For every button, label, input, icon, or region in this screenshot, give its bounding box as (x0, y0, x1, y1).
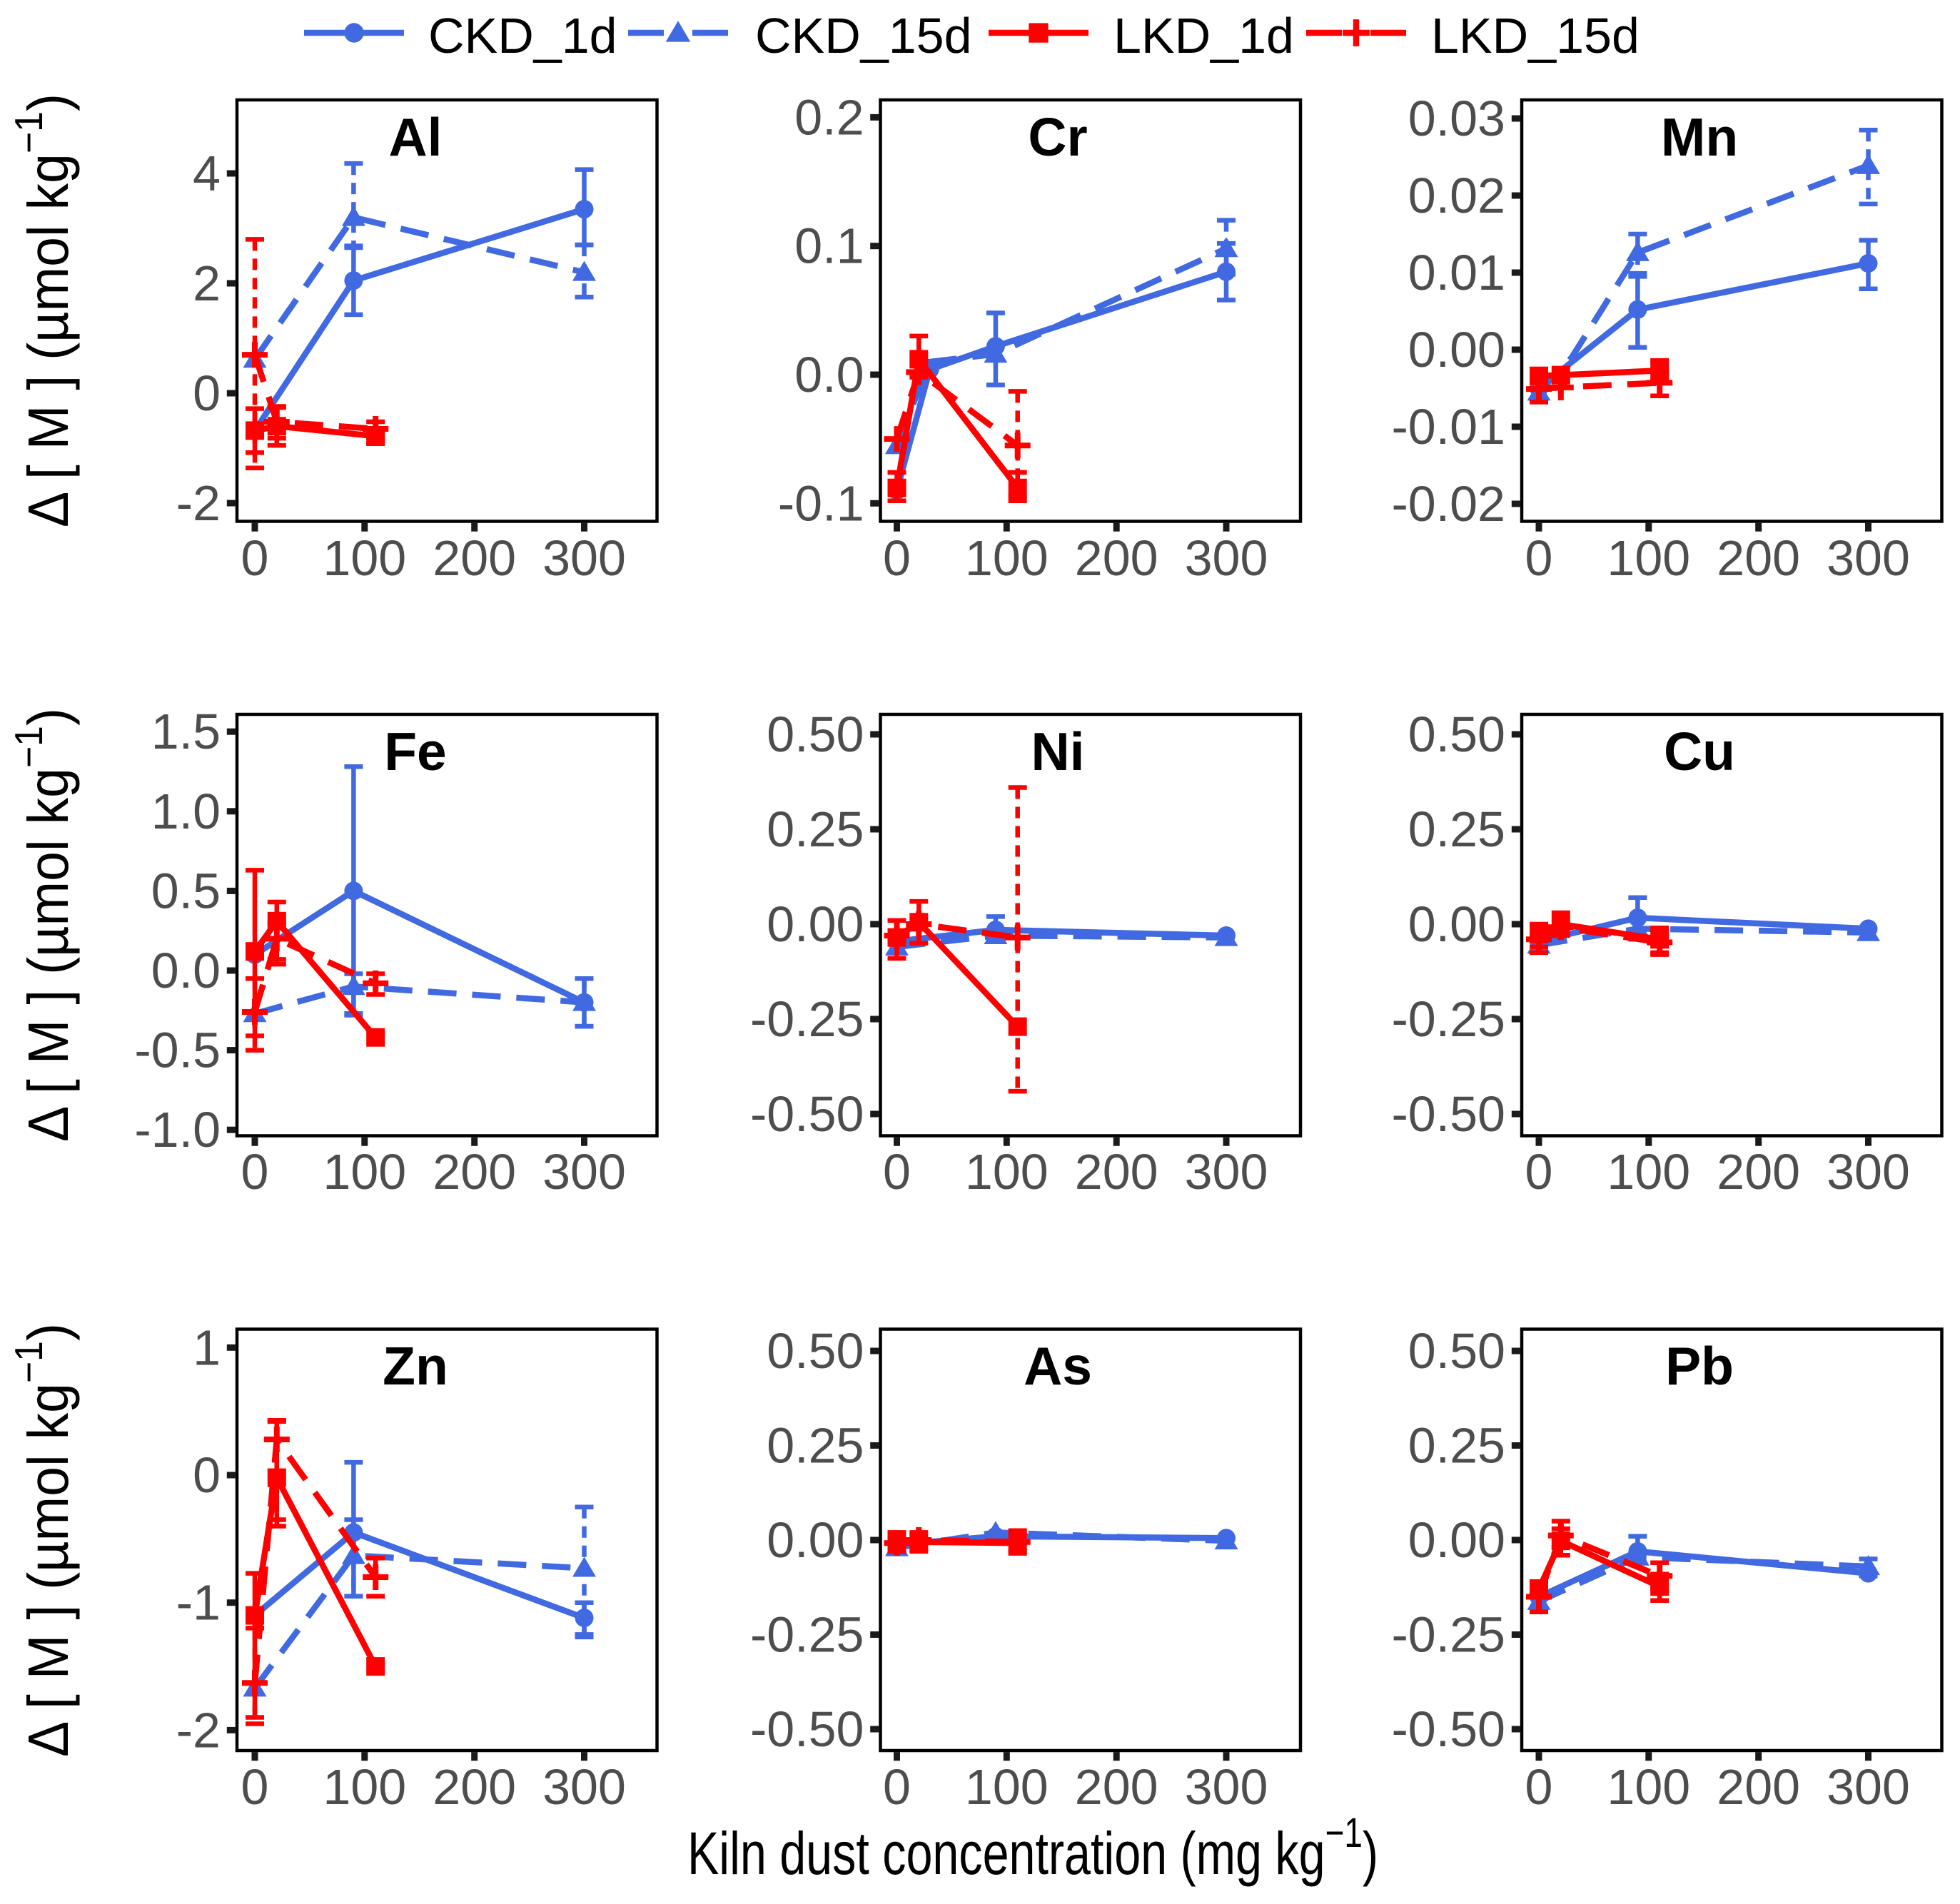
svg-text:0.5: 0.5 (151, 863, 221, 918)
svg-text:LKD_15d: LKD_15d (1431, 8, 1640, 64)
svg-text:Cr: Cr (1028, 107, 1087, 167)
svg-text:0: 0 (883, 1144, 911, 1200)
svg-text:300: 300 (1827, 1759, 1910, 1815)
svg-text:Zn: Zn (383, 1336, 448, 1396)
svg-text:-0.25: -0.25 (750, 991, 864, 1047)
svg-text:100: 100 (965, 1759, 1049, 1815)
svg-text:-0.50: -0.50 (750, 1701, 864, 1757)
svg-text:-0.5: -0.5 (134, 1023, 221, 1078)
svg-text:200: 200 (1717, 1759, 1800, 1815)
svg-text:0.00: 0.00 (767, 896, 864, 952)
svg-text:Kiln dust concentration (mg kg: Kiln dust concentration (mg kg−1) (687, 1810, 1378, 1887)
svg-text:Cu: Cu (1664, 721, 1735, 781)
svg-text:1.0: 1.0 (151, 784, 221, 839)
svg-text:0.01: 0.01 (1408, 245, 1505, 300)
svg-text:300: 300 (1827, 530, 1910, 586)
svg-text:-1: -1 (176, 1575, 221, 1631)
svg-text:0.0: 0.0 (151, 943, 221, 998)
svg-text:0.25: 0.25 (767, 1418, 864, 1474)
svg-text:Ni: Ni (1031, 721, 1085, 781)
svg-text:100: 100 (323, 1144, 406, 1200)
svg-text:-0.50: -0.50 (1391, 1701, 1505, 1757)
svg-text:0.00: 0.00 (767, 1512, 864, 1568)
svg-text:100: 100 (965, 1144, 1049, 1200)
svg-text:200: 200 (433, 530, 516, 586)
svg-text:300: 300 (1185, 530, 1268, 586)
svg-text:Fe: Fe (384, 721, 447, 781)
svg-text:LKD_1d: LKD_1d (1113, 8, 1294, 64)
svg-text:0.00: 0.00 (1408, 322, 1505, 378)
svg-text:0: 0 (883, 530, 911, 586)
svg-text:-1.0: -1.0 (134, 1102, 221, 1158)
svg-text:0: 0 (241, 530, 269, 586)
svg-text:200: 200 (1717, 1144, 1800, 1200)
svg-text:100: 100 (323, 530, 406, 586)
svg-text:-0.25: -0.25 (750, 1607, 864, 1663)
svg-text:1: 1 (193, 1320, 221, 1375)
svg-text:0.02: 0.02 (1408, 168, 1505, 223)
svg-text:0.0: 0.0 (794, 347, 864, 402)
svg-text:Δ [ M ] (µmol kg−1): Δ [ M ] (µmol kg−1) (6, 93, 80, 527)
svg-text:Δ [ M ] (µmol kg−1): Δ [ M ] (µmol kg−1) (6, 708, 80, 1142)
svg-text:0.50: 0.50 (1408, 1323, 1505, 1379)
svg-text:-0.50: -0.50 (1391, 1086, 1505, 1142)
svg-text:100: 100 (965, 530, 1049, 586)
svg-text:0.25: 0.25 (767, 801, 864, 857)
svg-text:Δ [ M ] (µmol kg−1): Δ [ M ] (µmol kg−1) (6, 1323, 80, 1757)
svg-text:2: 2 (193, 255, 221, 311)
svg-text:As: As (1024, 1336, 1092, 1396)
svg-text:300: 300 (542, 1144, 626, 1200)
svg-text:-0.25: -0.25 (1391, 1607, 1505, 1663)
svg-text:200: 200 (1075, 530, 1158, 586)
svg-text:200: 200 (433, 1144, 516, 1200)
svg-text:200: 200 (1075, 1144, 1158, 1200)
svg-text:0.00: 0.00 (1408, 896, 1505, 952)
svg-text:-0.50: -0.50 (750, 1086, 864, 1142)
svg-text:300: 300 (1827, 1144, 1910, 1200)
svg-text:0.50: 0.50 (767, 707, 864, 762)
svg-text:100: 100 (1607, 1144, 1690, 1200)
svg-text:1.5: 1.5 (151, 704, 221, 759)
svg-text:0.25: 0.25 (1408, 801, 1505, 857)
svg-text:0.50: 0.50 (1408, 707, 1505, 762)
svg-text:0.1: 0.1 (794, 218, 864, 274)
svg-text:4: 4 (193, 146, 221, 201)
svg-text:100: 100 (1607, 1759, 1690, 1815)
svg-text:200: 200 (433, 1759, 516, 1815)
svg-text:300: 300 (542, 1759, 626, 1815)
svg-text:CKD_1d: CKD_1d (428, 8, 617, 64)
svg-text:0.03: 0.03 (1408, 91, 1505, 146)
svg-text:0.00: 0.00 (1408, 1512, 1505, 1568)
svg-text:0: 0 (1525, 1144, 1553, 1200)
svg-text:-0.01: -0.01 (1391, 399, 1505, 455)
svg-text:0.25: 0.25 (1408, 1418, 1505, 1474)
svg-text:-2: -2 (176, 1702, 221, 1758)
svg-text:0: 0 (1525, 1759, 1553, 1815)
svg-text:Al: Al (389, 107, 443, 167)
svg-text:300: 300 (542, 530, 626, 586)
svg-text:0: 0 (241, 1144, 269, 1200)
svg-text:0: 0 (1525, 530, 1553, 586)
svg-text:0.50: 0.50 (767, 1323, 864, 1379)
svg-text:CKD_15d: CKD_15d (755, 8, 972, 64)
svg-text:200: 200 (1075, 1759, 1158, 1815)
svg-text:0: 0 (241, 1759, 269, 1815)
svg-text:0: 0 (193, 365, 221, 421)
svg-text:Mn: Mn (1661, 107, 1738, 167)
svg-text:100: 100 (1607, 530, 1690, 586)
svg-text:Pb: Pb (1665, 1336, 1734, 1396)
svg-text:300: 300 (1185, 1759, 1268, 1815)
svg-text:-0.1: -0.1 (778, 475, 864, 531)
svg-text:200: 200 (1717, 530, 1800, 586)
svg-text:0: 0 (883, 1759, 911, 1815)
svg-text:0: 0 (193, 1447, 221, 1503)
svg-text:-0.02: -0.02 (1391, 476, 1505, 532)
svg-text:0.2: 0.2 (794, 89, 864, 145)
svg-text:-2: -2 (176, 475, 221, 531)
svg-text:300: 300 (1185, 1144, 1268, 1200)
svg-text:100: 100 (323, 1759, 406, 1815)
svg-text:-0.25: -0.25 (1391, 991, 1505, 1047)
